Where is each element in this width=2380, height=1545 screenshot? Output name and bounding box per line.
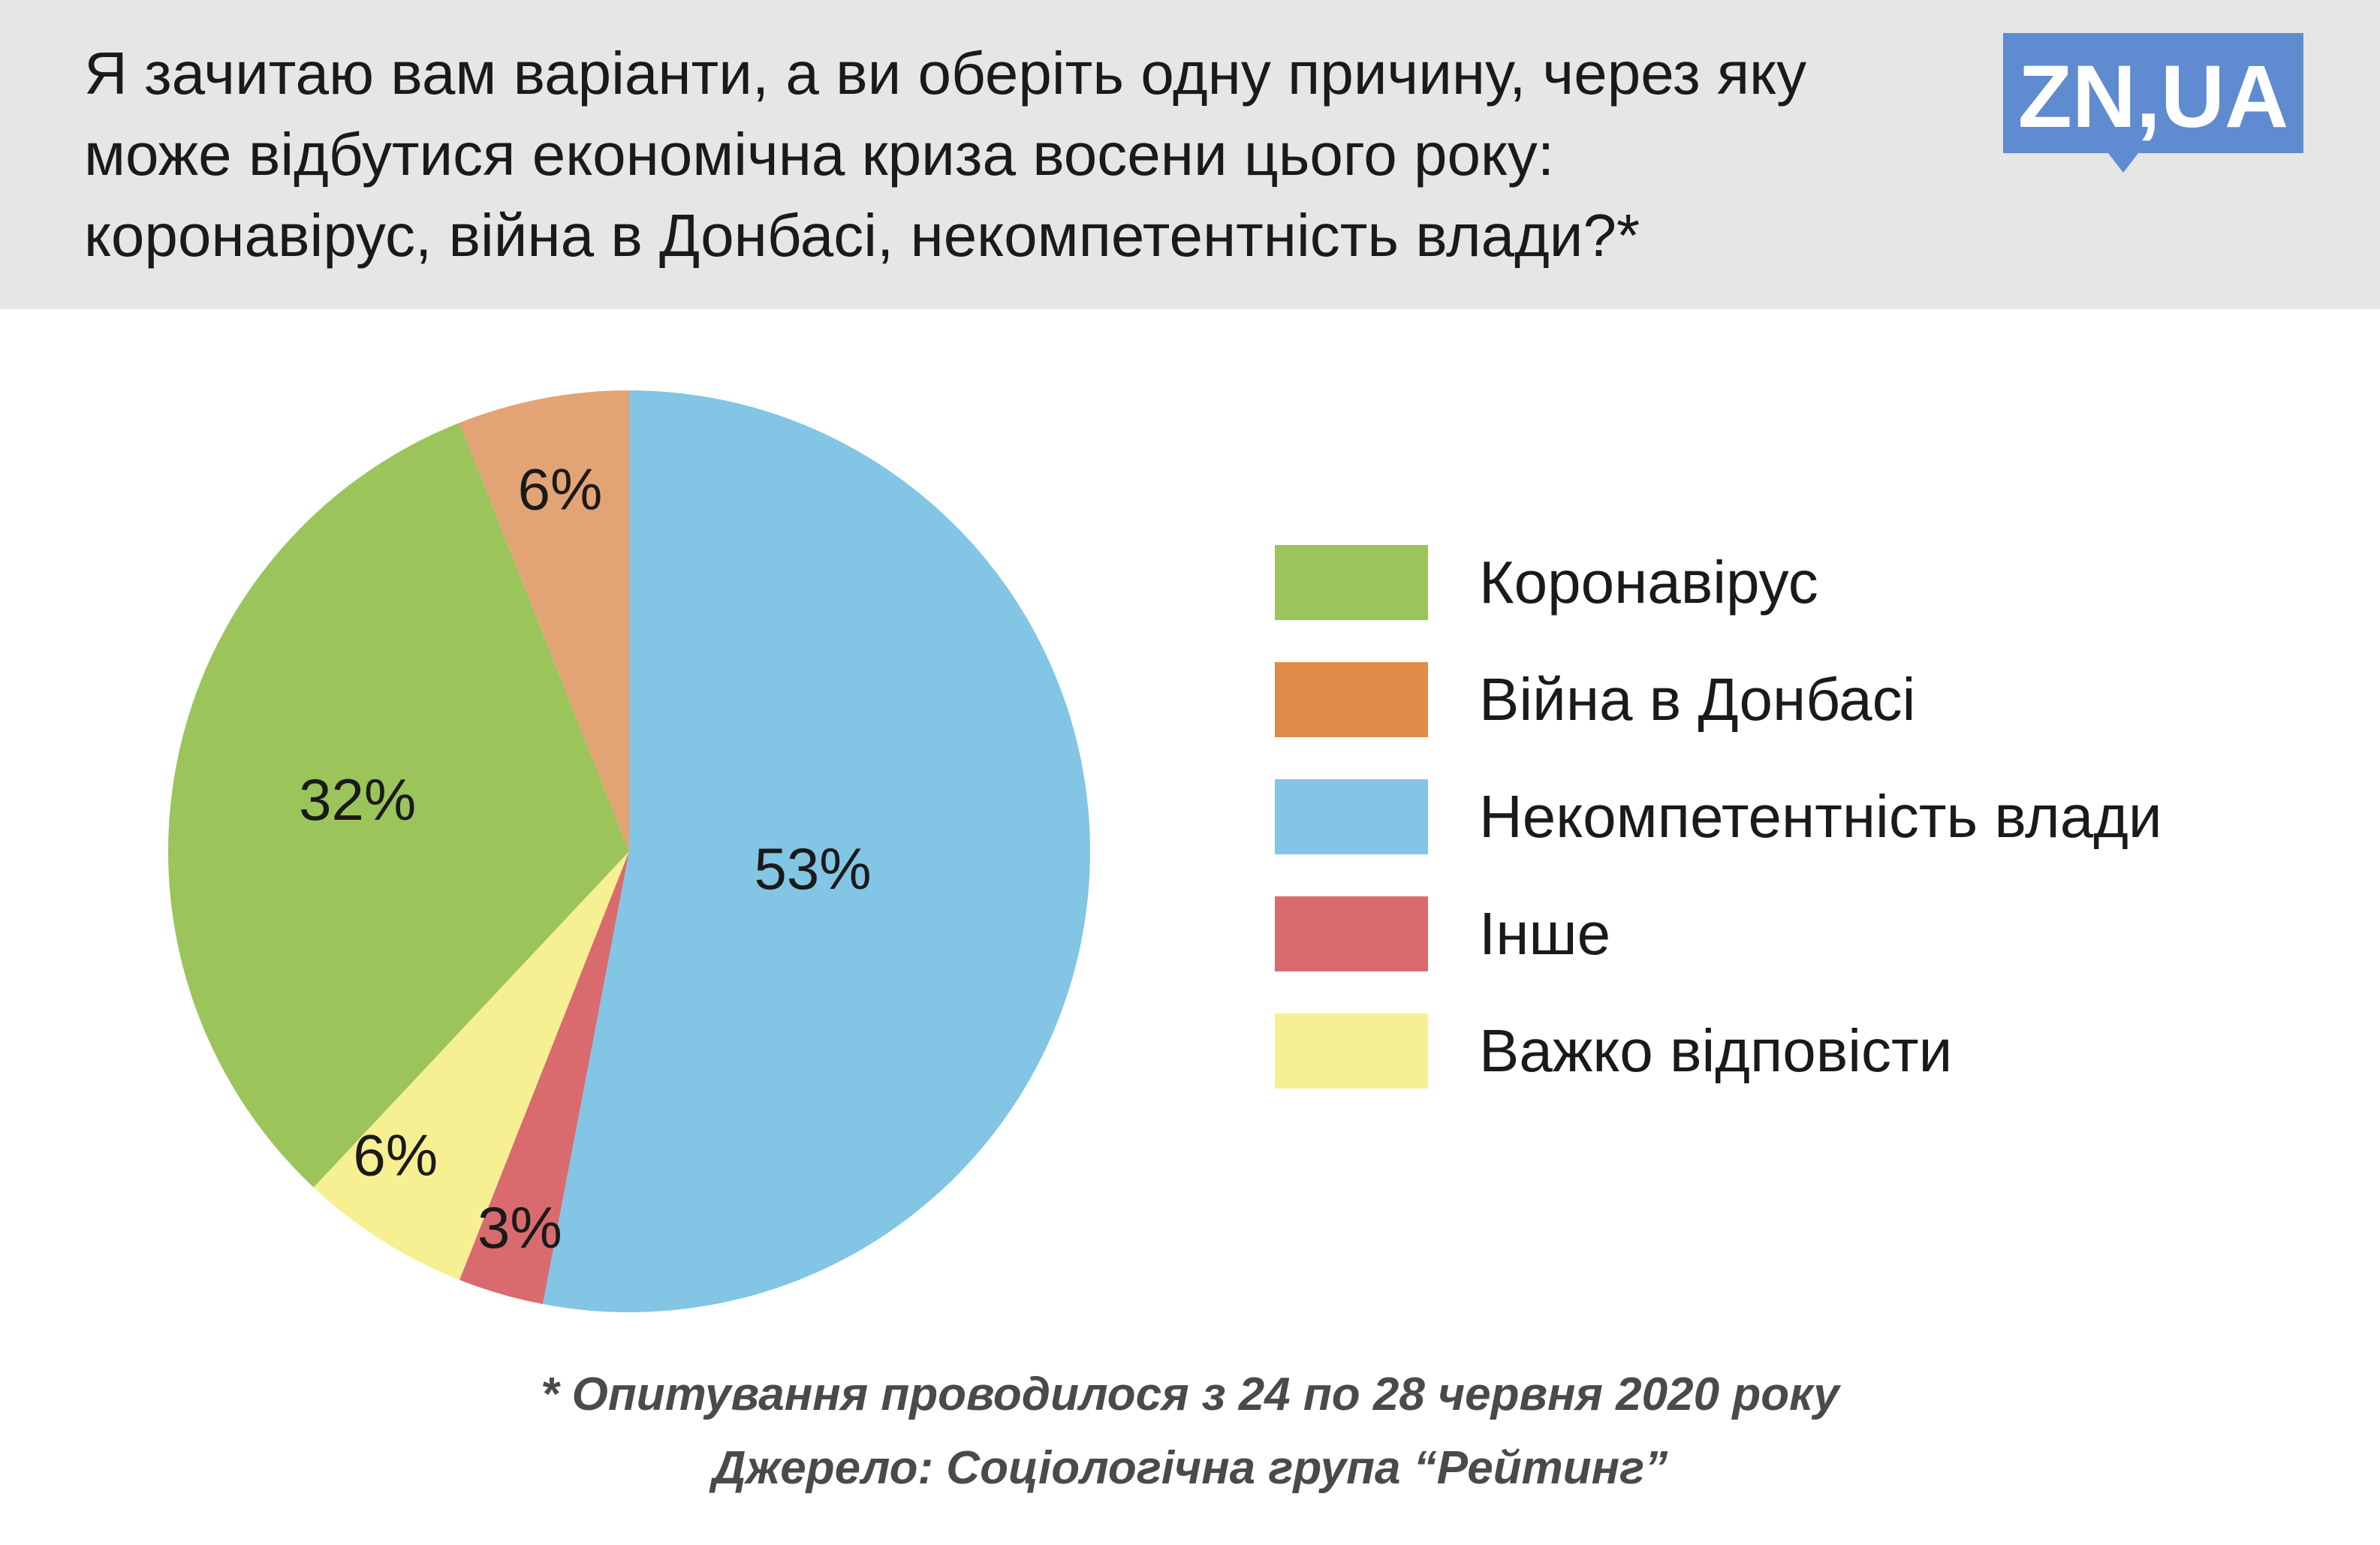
- legend-item-coronavirus: Коронавірус: [1275, 545, 2251, 623]
- legend-swatch: [1275, 1013, 1428, 1089]
- legend-label: Війна в Донбасі: [1479, 666, 1916, 733]
- slice-value-label: 53%: [754, 836, 871, 902]
- pie-slice: [459, 390, 629, 851]
- slice-value-label: 32%: [299, 766, 416, 833]
- legend-item-war-donbas: Війна в Донбасі: [1275, 662, 2251, 740]
- legend-item-hard-to-say: Важко відповісти: [1275, 1013, 2251, 1092]
- pie-chart: 53% 3% 6% 32% 6%: [168, 390, 1091, 1312]
- pie-slices: [168, 390, 1091, 1312]
- logo-text: ZN,UA: [2018, 47, 2289, 146]
- legend-item-other: Інше: [1275, 896, 2251, 974]
- question-line: коронавірус, війна в Донбасі, некомпетен…: [84, 202, 1640, 269]
- legend-item-incompetence: Некомпетентність влади: [1275, 779, 2251, 857]
- legend-label: Коронавірус: [1479, 549, 1818, 616]
- survey-question: Я зачитаю вам варіанти, а ви оберіть одн…: [84, 33, 1961, 276]
- legend-label: Важко відповісти: [1479, 1017, 1953, 1084]
- pie-labels: 53% 3% 6% 32% 6%: [299, 456, 872, 1261]
- header-banner: Я зачитаю вам варіанти, а ви оберіть одн…: [0, 0, 2380, 309]
- legend-swatch: [1275, 545, 1428, 620]
- slice-value-label: 6%: [353, 1122, 438, 1188]
- legend-label: Інше: [1479, 900, 1611, 967]
- pie-slice: [542, 390, 1091, 1312]
- legend-swatch: [1275, 662, 1428, 737]
- slice-value-label: 6%: [518, 456, 603, 523]
- legend-label: Некомпетентність влади: [1479, 783, 2162, 850]
- legend-swatch: [1275, 779, 1428, 854]
- slice-value-label: 3%: [478, 1194, 562, 1260]
- zn-ua-logo: ZN,UA: [2003, 33, 2303, 173]
- question-line: Я зачитаю вам варіанти, а ви оберіть одн…: [84, 40, 1807, 107]
- pie-slice: [313, 851, 629, 1280]
- survey-date-note: * Опитування проводилося з 24 по 28 черв…: [541, 1369, 1839, 1420]
- source-note: Джерело: Соціологічна група “Рейтинг”: [712, 1442, 1668, 1494]
- legend-swatch: [1275, 896, 1428, 971]
- pie-slice: [459, 851, 629, 1305]
- pie-slice: [168, 423, 629, 1188]
- question-line: може відбутися економічна криза восени ц…: [84, 121, 1555, 188]
